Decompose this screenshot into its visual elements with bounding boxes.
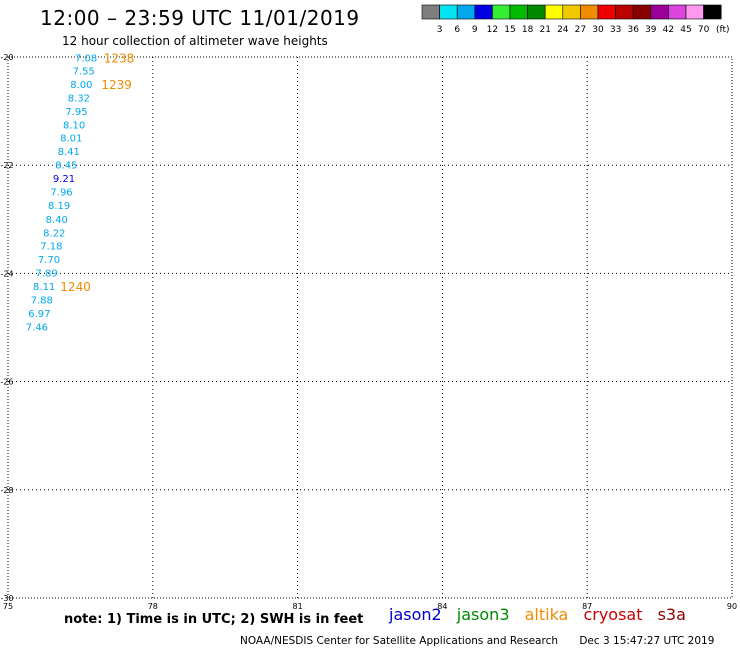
wave-height-label: 8.19 (48, 201, 70, 212)
y-tick-label: -28 (0, 486, 13, 495)
wave-height-label: 6.97 (28, 309, 50, 320)
satellite-label-jason2: jason2 (389, 605, 442, 624)
scale-label: 12 (487, 25, 498, 35)
wave-height-label: 7.18 (40, 241, 62, 252)
satellite-label-s3a: s3a (657, 605, 686, 624)
scale-label: 39 (645, 25, 657, 35)
wave-height-label: 7.89 (35, 268, 57, 279)
time-label: 1238 (104, 52, 135, 66)
x-tick-label: 75 (3, 602, 13, 611)
scale-label: 27 (575, 25, 586, 35)
wave-height-label: 8.45 (55, 161, 77, 172)
wave-height-label: 8.00 (70, 80, 92, 91)
x-tick-label: 87 (582, 602, 592, 611)
wave-height-label: 8.01 (60, 134, 82, 145)
x-tick-label: 81 (293, 602, 303, 611)
y-tick-label: -22 (0, 161, 13, 170)
scale-label: 30 (592, 25, 604, 35)
scale-swatch (703, 4, 722, 20)
map-frame (7, 56, 733, 599)
footer-credit: NOAA/NESDIS Center for Satellite Applica… (240, 635, 558, 647)
x-tick-label: 78 (148, 602, 158, 611)
page-subtitle: 12 hour collection of altimeter wave hei… (62, 34, 328, 48)
wave-height-label: 8.10 (63, 121, 85, 132)
wave-height-label: 7.95 (65, 107, 87, 118)
wave-height-label: 7.08 (75, 54, 97, 65)
wave-height-label: 8.32 (68, 94, 90, 105)
footnote: note: 1) Time is in UTC; 2) SWH is in fe… (64, 612, 364, 627)
scale-label: 36 (627, 25, 639, 35)
x-tick-label: 90 (727, 602, 737, 611)
scale-label: 6 (454, 25, 460, 35)
page-title: 12:00 – 23:59 UTC 11/01/2019 (40, 6, 360, 30)
y-tick-label: -20 (0, 53, 13, 62)
time-label: 1239 (101, 78, 132, 92)
scale-label: 42 (663, 25, 674, 35)
scale-label: 9 (472, 25, 478, 35)
wave-height-label: 7.55 (73, 67, 95, 78)
color-scale-legend: 3 6 9 12 15 18 21 24 27 30 33 36 39 42 45 70 (ft) (421, 4, 730, 35)
scale-label: 24 (557, 25, 569, 35)
y-tick-label: -26 (0, 378, 13, 387)
scale-unit: (ft) (716, 25, 730, 35)
scale-label: 21 (539, 25, 550, 35)
scale-label: 70 (698, 25, 710, 35)
y-tick-label: -30 (0, 594, 13, 603)
wave-height-label: 8.11 (33, 282, 55, 293)
scale-label: 18 (522, 25, 534, 35)
scale-label: 15 (504, 25, 515, 35)
wave-height-label: 8.22 (43, 228, 65, 239)
wave-height-label: 7.70 (38, 255, 60, 266)
satellite-label-altika: altika (524, 605, 569, 624)
footer: NOAA/NESDIS Center for Satellite Applica… (240, 635, 732, 647)
satellite-label-cryosat: cryosat (583, 605, 643, 624)
wave-height-label: 7.88 (31, 295, 53, 306)
wave-height-label: 7.46 (26, 322, 48, 333)
satellite-legend: jason2 jason3 altika cryosat s3a (389, 605, 696, 624)
footer-timestamp: Dec 3 15:47:27 UTC 2019 (579, 635, 715, 647)
wave-height-label: 9.21 (53, 174, 75, 185)
x-tick-label: 84 (437, 602, 447, 611)
y-tick-label: -24 (0, 269, 13, 278)
time-label: 1240 (60, 280, 91, 294)
scale-label: 3 (437, 25, 443, 35)
wave-height-label: 8.41 (58, 147, 80, 158)
scale-label: 33 (610, 25, 621, 35)
scale-label: 45 (680, 25, 691, 35)
wave-height-label: 8.40 (46, 215, 68, 226)
satellite-label-jason3: jason3 (456, 605, 510, 624)
wave-height-label: 7.96 (50, 188, 72, 199)
